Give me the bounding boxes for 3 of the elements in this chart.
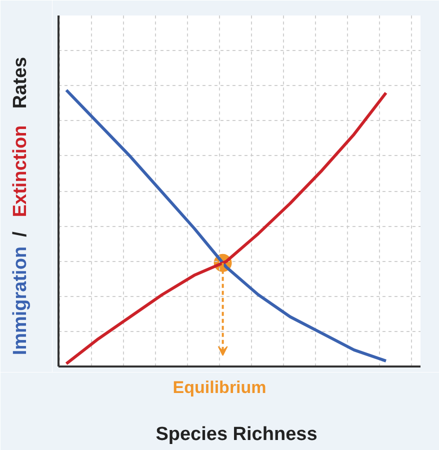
y-axis-title: Immigration / Extinction Rates bbox=[10, 56, 31, 356]
text: Equilibrium bbox=[172, 378, 266, 397]
x-axis-title: Species Richness bbox=[156, 424, 318, 445]
